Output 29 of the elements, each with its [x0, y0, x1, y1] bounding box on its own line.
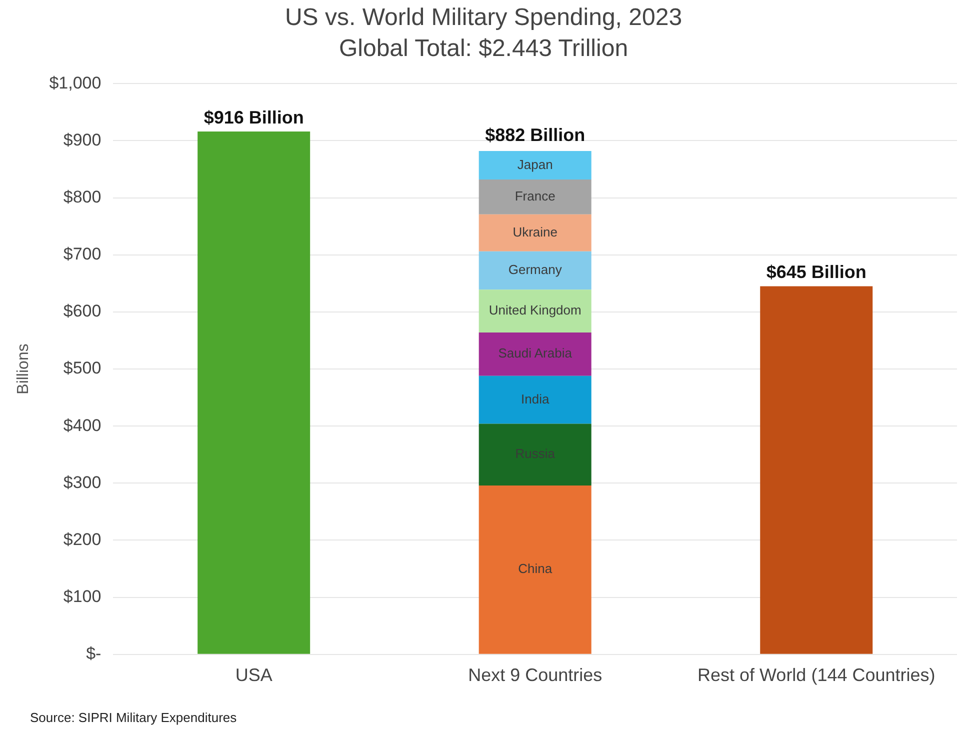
- series-label: Saudi Arabia: [498, 346, 573, 361]
- y-tick-label: $400: [63, 416, 102, 435]
- y-tick-label: $-: [86, 644, 102, 664]
- chart-subtitle: Global Total: $2.443 Trillion: [338, 34, 628, 62]
- y-tick-label: $700: [63, 244, 102, 264]
- y-tick-label: $500: [63, 358, 102, 378]
- x-tick-label: Rest of World (144 Countries): [697, 665, 936, 686]
- y-axis-title: Billions: [15, 344, 32, 394]
- source-note: Source: SIPRI Military Expenditures: [30, 710, 237, 725]
- total-label: $882 Billion: [485, 124, 586, 145]
- x-tick-label: USA: [235, 665, 272, 686]
- y-tick-label: $1,000: [49, 73, 102, 92]
- series-label: India: [520, 391, 550, 406]
- y-tick-label: $600: [63, 302, 102, 321]
- series-label: United Kingdom: [488, 302, 582, 318]
- y-tick-label: $100: [63, 587, 102, 606]
- series-label: Ukraine: [512, 224, 558, 240]
- series-label: France: [514, 188, 556, 204]
- data-label: $645 Billion: [766, 262, 866, 282]
- series-label: Japan: [517, 156, 553, 172]
- series-label: Germany: [508, 262, 562, 278]
- x-tick-label: Next 9 Countries: [468, 665, 602, 686]
- y-tick-label: $200: [63, 530, 102, 549]
- series-label: China: [518, 561, 553, 576]
- y-tick-label: $800: [63, 187, 102, 206]
- y-tick-label: $900: [63, 130, 102, 150]
- data-label: $916 Billion: [204, 108, 304, 128]
- y-tick-label: $300: [63, 472, 102, 492]
- chart-title: US vs. World Military Spending, 2023: [284, 4, 682, 32]
